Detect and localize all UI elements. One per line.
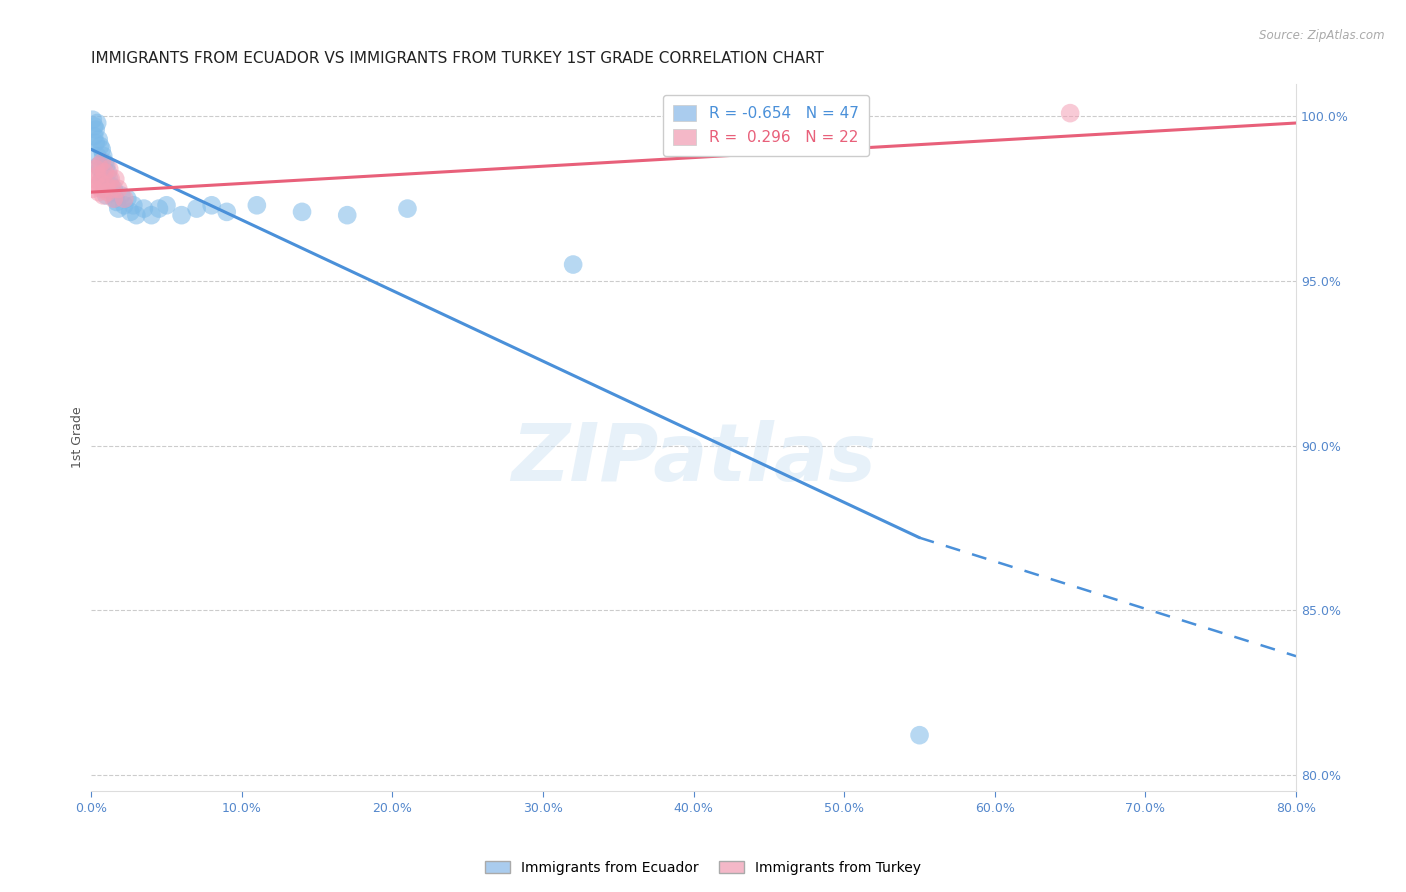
Point — [82, 112, 104, 127]
Point — [96, 178, 118, 193]
Point — [396, 202, 419, 216]
Point — [87, 159, 110, 173]
Point — [83, 129, 105, 144]
Point — [87, 132, 110, 146]
Point — [100, 178, 122, 193]
Point — [103, 182, 125, 196]
Point — [82, 182, 104, 196]
Point — [87, 185, 110, 199]
Point — [90, 172, 112, 186]
Point — [89, 175, 111, 189]
Point — [87, 159, 110, 173]
Point — [96, 188, 118, 202]
Point — [117, 192, 139, 206]
Point — [132, 202, 155, 216]
Point — [107, 182, 129, 196]
Point — [90, 142, 112, 156]
Point — [120, 205, 142, 219]
Text: ZIPatlas: ZIPatlas — [512, 419, 876, 498]
Point — [186, 202, 208, 216]
Point — [89, 139, 111, 153]
Point — [112, 192, 135, 206]
Point — [93, 182, 115, 196]
Point — [93, 155, 115, 169]
Point — [84, 178, 107, 193]
Text: IMMIGRANTS FROM ECUADOR VS IMMIGRANTS FROM TURKEY 1ST GRADE CORRELATION CHART: IMMIGRANTS FROM ECUADOR VS IMMIGRANTS FR… — [91, 51, 824, 66]
Point — [91, 149, 114, 163]
Point — [125, 208, 148, 222]
Point — [84, 162, 107, 177]
Point — [201, 198, 224, 212]
Point — [86, 116, 108, 130]
Point — [291, 205, 314, 219]
Point — [170, 208, 193, 222]
Y-axis label: 1st Grade: 1st Grade — [72, 407, 84, 468]
Point — [91, 169, 114, 183]
Point — [105, 194, 128, 209]
Point — [104, 172, 127, 186]
Point — [155, 198, 177, 212]
Point — [86, 169, 108, 183]
Legend: R = -0.654   N = 47, R =  0.296   N = 22: R = -0.654 N = 47, R = 0.296 N = 22 — [662, 95, 869, 156]
Point — [103, 192, 125, 206]
Point — [141, 208, 163, 222]
Point — [908, 728, 931, 742]
Point — [101, 185, 124, 199]
Point — [93, 165, 115, 179]
Point — [89, 162, 111, 177]
Point — [90, 155, 112, 169]
Legend: Immigrants from Ecuador, Immigrants from Turkey: Immigrants from Ecuador, Immigrants from… — [479, 855, 927, 880]
Point — [97, 165, 120, 179]
Point — [122, 198, 145, 212]
Point — [84, 136, 107, 150]
Point — [215, 205, 238, 219]
Point — [110, 188, 132, 202]
Point — [98, 162, 121, 177]
Point — [112, 198, 135, 212]
Point — [83, 172, 105, 186]
Point — [96, 159, 118, 173]
Point — [104, 192, 127, 206]
Text: Source: ZipAtlas.com: Source: ZipAtlas.com — [1260, 29, 1385, 42]
Point — [91, 188, 114, 202]
Point — [98, 172, 121, 186]
Point — [83, 120, 105, 134]
Point — [101, 182, 124, 196]
Point — [86, 149, 108, 163]
Point — [107, 202, 129, 216]
Point — [562, 258, 585, 272]
Point — [148, 202, 170, 216]
Point — [1059, 106, 1081, 120]
Point — [84, 122, 107, 136]
Point — [100, 172, 122, 186]
Point — [97, 185, 120, 199]
Point — [246, 198, 269, 212]
Point — [90, 182, 112, 196]
Point — [336, 208, 359, 222]
